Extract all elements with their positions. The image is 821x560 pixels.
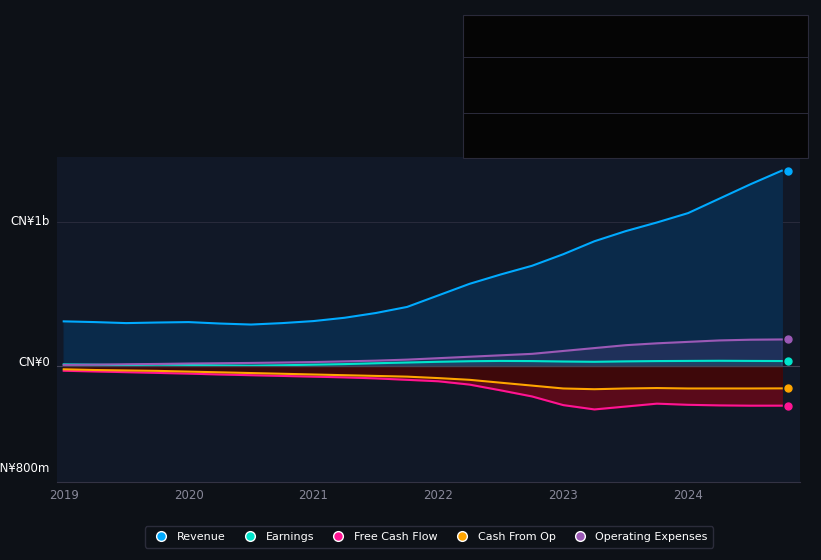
Text: Sep 30 2024: Sep 30 2024 — [471, 22, 553, 35]
Text: Operating Expenses: Operating Expenses — [471, 139, 576, 150]
Text: -CN¥154.307m /yr: -CN¥154.307m /yr — [652, 119, 758, 129]
Text: Revenue: Revenue — [471, 42, 516, 52]
Text: -CN¥273.833m /yr: -CN¥273.833m /yr — [652, 98, 758, 108]
Text: 2.6%: 2.6% — [652, 78, 681, 88]
Text: -CN¥800m: -CN¥800m — [0, 462, 50, 475]
Legend: Revenue, Earnings, Free Cash Flow, Cash From Op, Operating Expenses: Revenue, Earnings, Free Cash Flow, Cash … — [144, 526, 713, 548]
Text: CN¥35.292m /yr: CN¥35.292m /yr — [652, 63, 745, 73]
Text: CN¥0: CN¥0 — [18, 356, 50, 370]
Text: CN¥1b: CN¥1b — [11, 215, 50, 228]
Text: Cash From Op: Cash From Op — [471, 119, 544, 129]
Text: Free Cash Flow: Free Cash Flow — [471, 98, 549, 108]
Text: CN¥1.354b /yr: CN¥1.354b /yr — [652, 42, 736, 52]
Text: CN¥184.827m /yr: CN¥184.827m /yr — [652, 139, 754, 150]
Text: Earnings: Earnings — [471, 63, 516, 73]
Text: profit margin: profit margin — [675, 78, 746, 88]
